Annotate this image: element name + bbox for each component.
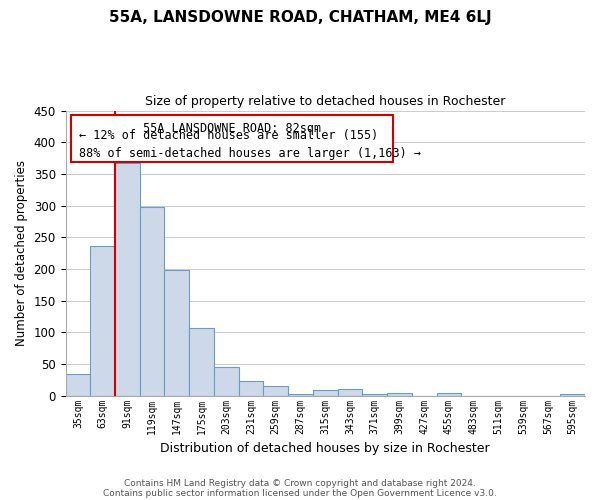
Text: ← 12% of detached houses are smaller (155): ← 12% of detached houses are smaller (15… (79, 130, 378, 142)
Text: Contains public sector information licensed under the Open Government Licence v3: Contains public sector information licen… (103, 488, 497, 498)
Bar (90, 246, 115, 396)
Y-axis label: Number of detached properties: Number of detached properties (15, 160, 28, 346)
X-axis label: Distribution of detached houses by size in Rochester: Distribution of detached houses by size … (160, 442, 490, 455)
Bar (560, 394, 585, 396)
Bar (387, 393, 412, 396)
Bar (263, 386, 288, 396)
Bar (65, 374, 90, 396)
Bar (239, 381, 263, 396)
Text: 88% of semi-detached houses are larger (1,163) →: 88% of semi-detached houses are larger (… (79, 147, 421, 160)
FancyBboxPatch shape (71, 115, 393, 162)
Bar (437, 393, 461, 396)
Bar (140, 207, 164, 396)
Bar (164, 270, 189, 396)
Text: 55A, LANSDOWNE ROAD, CHATHAM, ME4 6LJ: 55A, LANSDOWNE ROAD, CHATHAM, ME4 6LJ (109, 10, 491, 25)
Bar (338, 388, 362, 396)
Bar (288, 394, 313, 396)
Bar (189, 328, 214, 396)
Title: Size of property relative to detached houses in Rochester: Size of property relative to detached ho… (145, 95, 505, 108)
Text: 55A LANSDOWNE ROAD: 82sqm: 55A LANSDOWNE ROAD: 82sqm (143, 122, 321, 135)
Bar (115, 163, 140, 396)
Bar (214, 367, 239, 396)
Text: Contains HM Land Registry data © Crown copyright and database right 2024.: Contains HM Land Registry data © Crown c… (124, 478, 476, 488)
Bar (362, 394, 387, 396)
Bar (313, 390, 338, 396)
